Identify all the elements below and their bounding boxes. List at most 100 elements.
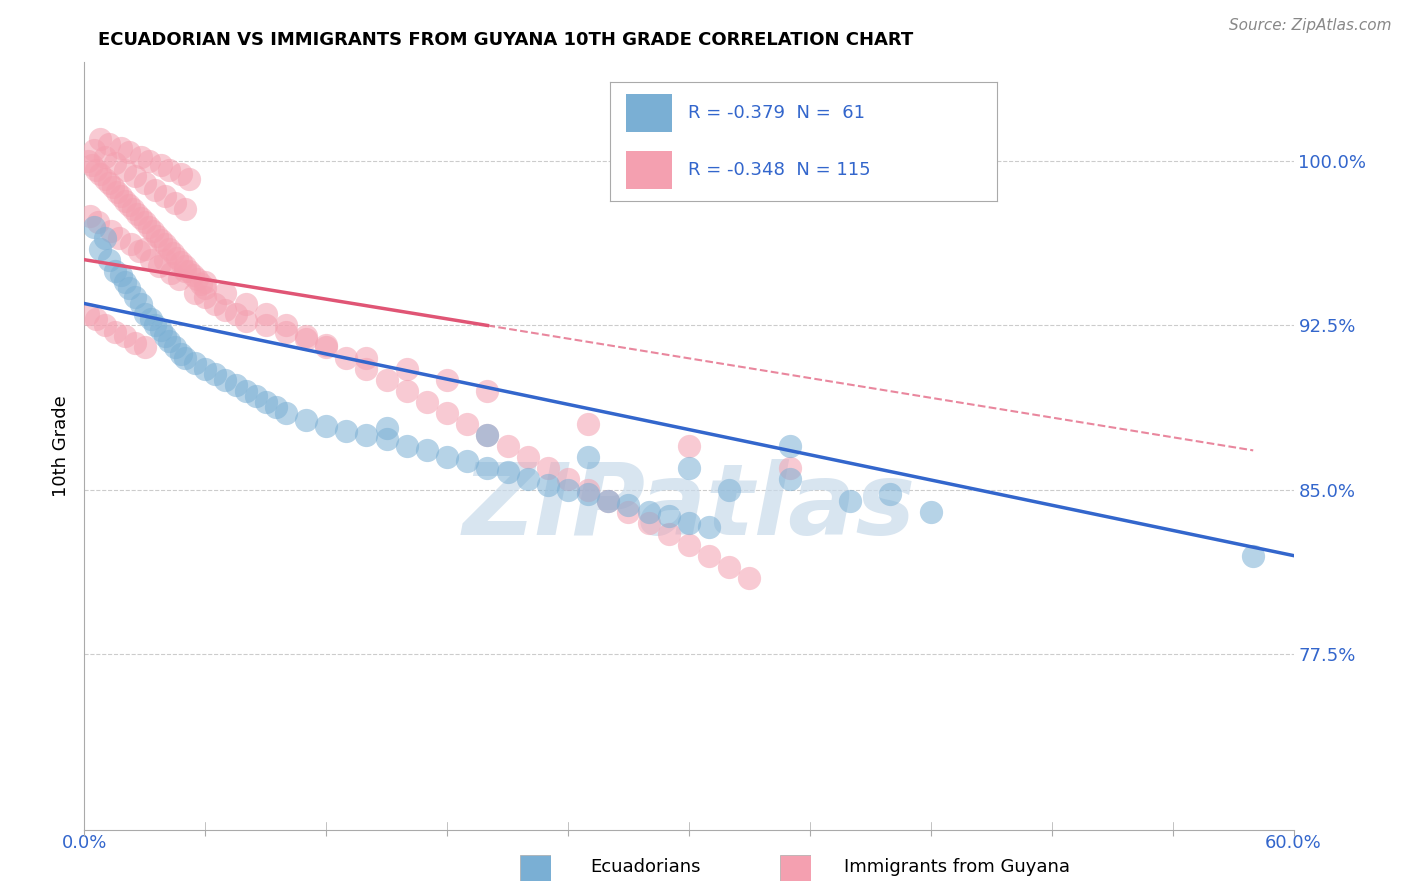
Point [779, 461, 801, 475]
Point [118, 145, 141, 160]
Point [120, 237, 142, 252]
Point [174, 202, 197, 217]
Point [87, 215, 110, 229]
Point [678, 538, 700, 552]
Text: Ecuadorians: Ecuadorians [591, 858, 702, 876]
Point [395, 384, 418, 399]
Point [129, 211, 152, 225]
Point [97, 252, 120, 267]
Point [496, 439, 519, 453]
Point [576, 483, 599, 497]
Point [143, 318, 166, 333]
Point [89, 242, 111, 256]
Point [118, 281, 141, 295]
Point [356, 351, 378, 366]
Point [1241, 549, 1264, 563]
Point [436, 406, 458, 420]
Point [697, 520, 720, 534]
Point [617, 498, 640, 512]
Point [179, 263, 201, 277]
Point [678, 516, 700, 530]
Point [160, 266, 183, 280]
Point [496, 465, 519, 479]
Point [194, 281, 217, 295]
Point [436, 373, 458, 387]
Point [83, 219, 105, 234]
Point [557, 472, 579, 486]
Point [516, 472, 538, 486]
Point [118, 198, 141, 212]
Point [153, 237, 176, 252]
Point [124, 336, 146, 351]
Point [139, 252, 162, 267]
Point [184, 285, 207, 300]
Point [194, 275, 217, 289]
Point [134, 215, 156, 229]
Point [134, 242, 156, 256]
Point [395, 362, 418, 376]
Point [93, 150, 115, 164]
Point [165, 195, 187, 210]
Point [274, 406, 297, 420]
Point [718, 483, 741, 497]
Point [114, 275, 136, 289]
Text: Source: ZipAtlas.com: Source: ZipAtlas.com [1229, 18, 1392, 33]
Point [181, 268, 204, 282]
Point [100, 224, 122, 238]
Point [77, 154, 100, 169]
Point [375, 373, 398, 387]
Point [235, 296, 257, 310]
Point [295, 332, 318, 346]
Point [264, 400, 287, 414]
Point [148, 260, 170, 274]
Point [104, 263, 127, 277]
Point [97, 176, 120, 190]
Point [598, 493, 620, 508]
Point [557, 483, 579, 497]
Point [335, 424, 357, 438]
Point [146, 228, 169, 243]
Point [576, 450, 599, 464]
Point [225, 308, 247, 322]
Point [124, 169, 146, 184]
Point [167, 272, 190, 286]
Point [83, 143, 105, 157]
Point [174, 260, 197, 274]
Point [143, 183, 166, 197]
Point [839, 493, 862, 508]
Point [194, 362, 217, 376]
Y-axis label: 10th Grade: 10th Grade [52, 395, 70, 497]
Point [658, 526, 681, 541]
Point [576, 487, 599, 501]
Point [315, 419, 337, 434]
Point [235, 384, 257, 399]
Point [214, 373, 236, 387]
Point [157, 334, 180, 348]
Point [129, 150, 152, 164]
Point [738, 570, 761, 584]
Point [124, 290, 146, 304]
Point [114, 329, 136, 343]
Point [134, 340, 156, 354]
Point [138, 219, 160, 234]
Point [121, 202, 143, 217]
Point [779, 439, 801, 453]
Point [149, 158, 172, 172]
Point [166, 251, 188, 265]
Point [537, 461, 560, 475]
Point [129, 296, 152, 310]
Point [879, 487, 901, 501]
Point [110, 268, 132, 282]
Point [97, 136, 120, 151]
Point [920, 505, 942, 519]
Point [170, 167, 193, 181]
Point [153, 189, 176, 203]
Point [134, 176, 156, 190]
Point [477, 461, 499, 475]
Point [110, 189, 132, 203]
Point [477, 428, 499, 442]
Point [335, 351, 357, 366]
Point [104, 325, 127, 339]
Point [170, 255, 193, 269]
Point [93, 318, 115, 333]
